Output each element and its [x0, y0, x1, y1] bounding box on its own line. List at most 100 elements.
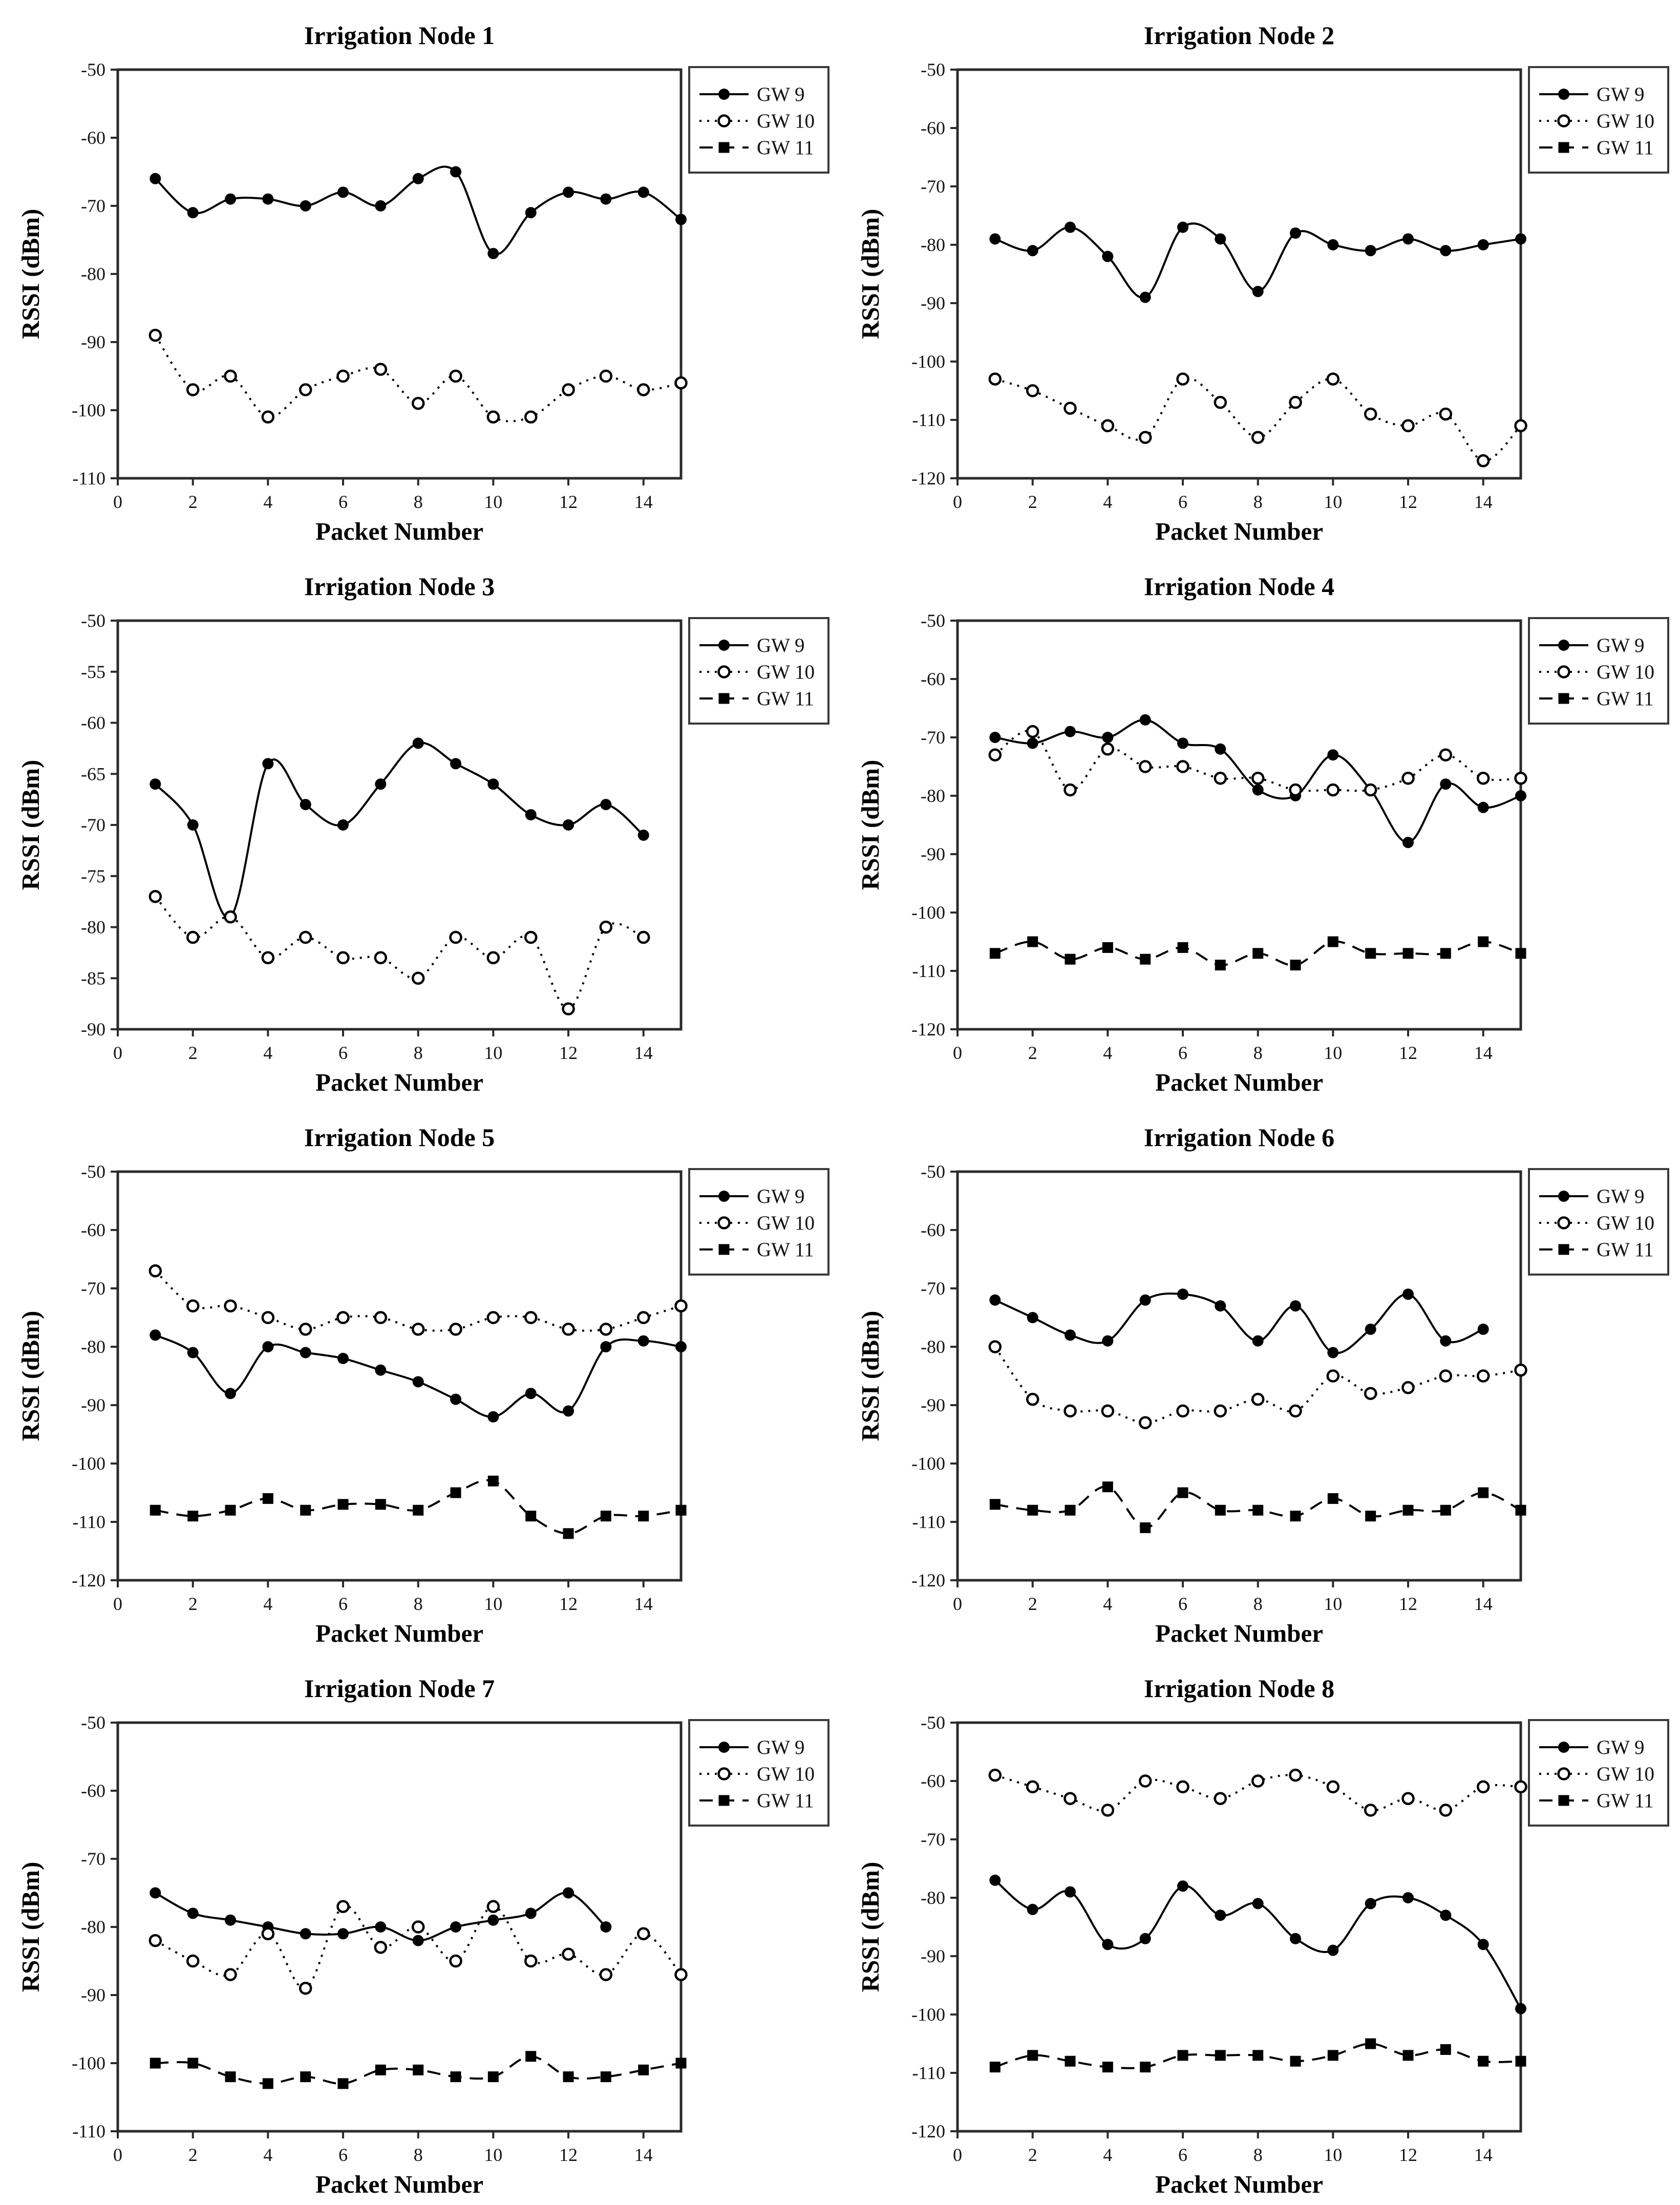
data-point-marker	[1515, 2055, 1526, 2067]
y-tick-label: -70	[81, 1849, 105, 1869]
legend: GW 9 GW 10 GW 11	[688, 1719, 830, 1827]
chart-irrigation-node-7: Irrigation Node 7 -50 -60 -70 -80 -90 -100 -110…	[0, 1653, 840, 2204]
plot-area	[116, 619, 683, 1031]
y-tick-label: -120	[911, 468, 945, 489]
data-point-marker	[299, 1323, 312, 1336]
data-point-marker	[1102, 1335, 1114, 1347]
legend-marker	[1557, 114, 1570, 128]
data-point-marker	[1064, 1404, 1077, 1418]
chart-title: Irrigation Node 8	[1144, 1674, 1334, 1703]
data-point-marker	[187, 1511, 199, 1522]
data-point-marker	[187, 207, 199, 219]
data-point-marker	[1401, 419, 1415, 433]
legend-label: GW 11	[757, 688, 814, 710]
y-tick-label: -60	[921, 118, 945, 138]
data-point-marker	[1289, 783, 1302, 797]
series-line	[994, 718, 1521, 844]
legend-item: GW 11	[1539, 688, 1654, 710]
data-point-marker	[1140, 953, 1151, 965]
chart-irrigation-node-2: Irrigation Node 2 -50 -60 -70 -80 -90 -100 -110…	[840, 1, 1680, 552]
data-point-marker	[1176, 1780, 1189, 1794]
x-tick-label: 14	[1474, 492, 1493, 512]
legend: GW 9 GW 10 GW 11	[688, 617, 830, 725]
data-point-marker	[1327, 936, 1338, 947]
data-point-marker	[1139, 1294, 1151, 1306]
plot-area	[116, 1721, 683, 2133]
chart-svg: Irrigation Node 8 -50 -60 -70 -80 -90 -100 -110…	[856, 1674, 1669, 2198]
series-gw-9	[989, 1288, 1489, 1359]
data-point-marker	[375, 1921, 387, 1933]
y-tick-label: -110	[72, 1512, 105, 1532]
legend-marker	[718, 1244, 730, 1255]
data-point-marker	[1065, 1329, 1076, 1341]
x-tick-label: 14	[1474, 1594, 1493, 1614]
data-point-marker	[450, 1487, 461, 1498]
x-axis-label: Packet Number	[1155, 2170, 1323, 2198]
data-point-marker	[150, 2058, 161, 2069]
data-point-marker	[636, 383, 650, 396]
data-point-marker	[989, 1294, 1001, 1306]
data-point-marker	[1215, 1300, 1226, 1312]
data-point-marker	[1514, 1780, 1527, 1794]
data-point-marker	[225, 193, 236, 205]
x-tick-label: 2	[188, 492, 198, 512]
series-gw-10	[148, 1264, 688, 1336]
data-point-marker	[1027, 936, 1038, 947]
data-point-marker	[187, 1347, 199, 1359]
x-tick-label: 12	[1399, 1043, 1417, 1063]
x-tick-label: 10	[1324, 1043, 1342, 1063]
data-point-marker	[1252, 1898, 1264, 1910]
y-tick-label: -85	[81, 968, 105, 988]
plot-area	[956, 1170, 1522, 1582]
x-tick-label: 14	[634, 2145, 653, 2165]
data-point-marker	[299, 930, 312, 944]
data-point-marker	[1176, 372, 1189, 386]
y-tick-label: -110	[912, 1512, 945, 1532]
legend-label: GW 9	[757, 83, 805, 105]
legend-item: GW 9	[699, 634, 805, 656]
x-tick-label: 8	[414, 492, 423, 512]
legend-label: GW 11	[1597, 1239, 1654, 1261]
data-point-marker	[224, 369, 237, 383]
data-point-marker	[150, 778, 161, 790]
x-tick-label: 6	[338, 1594, 348, 1614]
data-point-marker	[1478, 2055, 1489, 2067]
legend-label: GW 9	[757, 634, 805, 656]
data-point-marker	[1477, 239, 1489, 250]
series-gw-10	[988, 725, 1527, 797]
data-point-marker	[524, 930, 538, 944]
y-tick-label: -80	[81, 917, 105, 938]
x-tick-label: 8	[1253, 2145, 1263, 2165]
data-point-marker	[599, 920, 613, 934]
series-gw-11	[150, 1475, 687, 1539]
legend-marker	[717, 1767, 731, 1780]
data-point-marker	[336, 369, 350, 383]
data-point-marker	[1290, 1511, 1301, 1522]
data-point-marker	[450, 758, 461, 770]
y-tick-label: -90	[81, 1395, 105, 1415]
legend-marker	[1558, 693, 1569, 704]
data-point-marker	[562, 383, 575, 396]
x-tick-label: 14	[1474, 2145, 1493, 2165]
x-tick-label: 4	[263, 1043, 272, 1063]
data-point-marker	[1027, 1903, 1038, 1915]
y-tick-label: -50	[81, 610, 105, 631]
chart-irrigation-node-4: Irrigation Node 4 -50 -60 -70 -80 -90 -100 -110…	[840, 552, 1680, 1102]
legend-item: GW 9	[1539, 634, 1645, 656]
y-tick-label: -65	[81, 764, 105, 784]
data-point-marker	[675, 2058, 687, 2069]
plot-area	[116, 68, 683, 480]
y-tick-label: -60	[81, 1780, 105, 1801]
data-point-marker	[411, 971, 425, 985]
data-point-marker	[599, 1323, 613, 1336]
x-axis-label: Packet Number	[315, 2170, 483, 2198]
data-point-marker	[1065, 221, 1076, 233]
data-point-marker	[1515, 790, 1526, 801]
data-point-marker	[525, 1907, 537, 1919]
legend-box	[1528, 1719, 1669, 1827]
legend: GW 9 GW 10 GW 11	[1528, 66, 1669, 174]
data-point-marker	[675, 1341, 687, 1352]
x-tick-label: 4	[1103, 492, 1112, 512]
